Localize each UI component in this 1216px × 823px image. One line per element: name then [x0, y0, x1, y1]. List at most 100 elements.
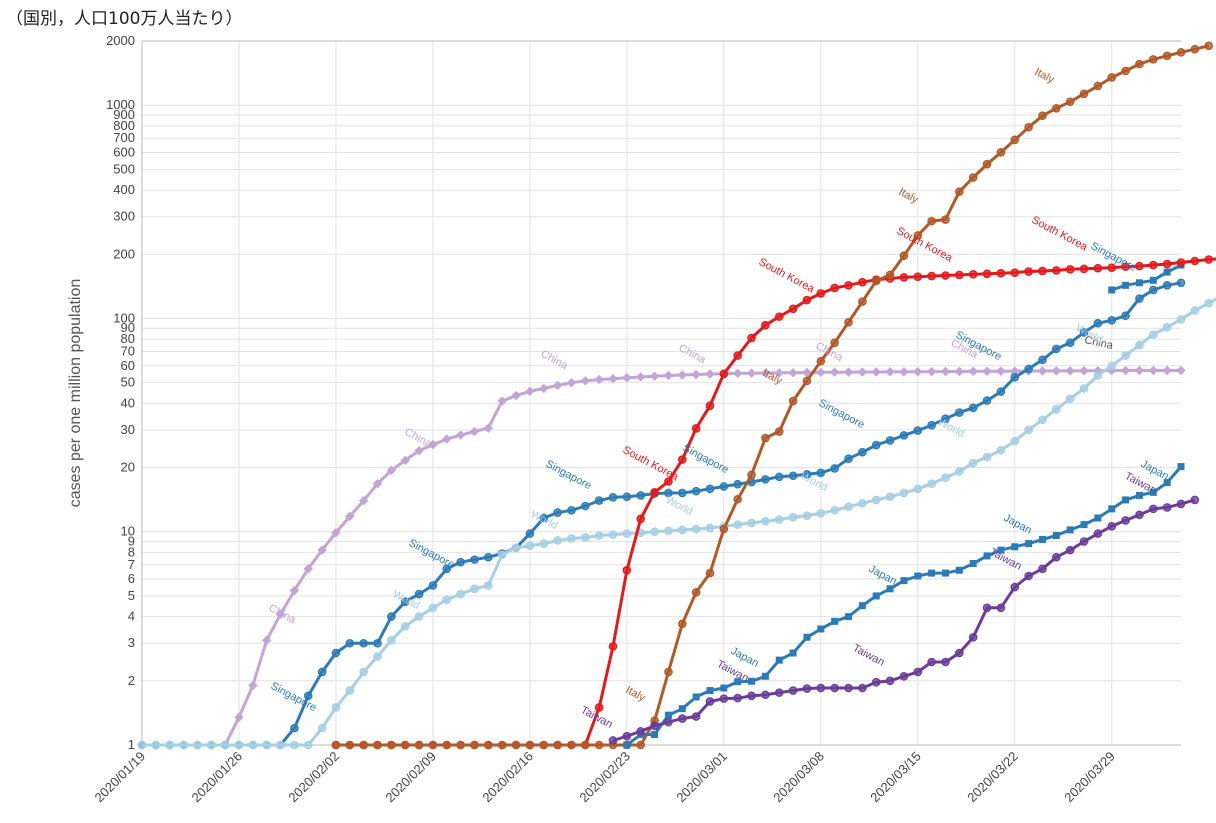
x-tick-label: 2020/02/23	[576, 749, 633, 806]
data-point	[525, 740, 535, 750]
data-point	[954, 366, 965, 377]
data-point	[677, 455, 687, 464]
y-tick-label: 100	[113, 310, 135, 325]
data-point	[372, 478, 383, 489]
data-point	[539, 740, 549, 750]
data-point	[1107, 361, 1117, 371]
data-point	[1176, 258, 1186, 267]
data-point	[761, 433, 770, 443]
data-point	[941, 473, 950, 483]
data-point	[914, 572, 922, 580]
data-point	[567, 740, 576, 750]
data-point	[1079, 365, 1089, 376]
data-point	[982, 366, 992, 377]
data-point	[1135, 340, 1144, 350]
data-point	[968, 366, 978, 377]
data-point	[1176, 278, 1186, 288]
data-point	[996, 387, 1006, 396]
data-point	[414, 740, 424, 750]
data-point	[1038, 535, 1046, 543]
data-point	[858, 447, 867, 457]
data-point	[913, 231, 923, 240]
x-tick-label: 2020/03/29	[1061, 749, 1118, 806]
data-point	[525, 529, 535, 538]
data-point	[1038, 564, 1047, 574]
y-tick-label: 600	[113, 145, 135, 160]
data-point	[705, 369, 715, 379]
data-point	[608, 493, 618, 502]
data-point	[843, 367, 854, 377]
data-point	[871, 276, 881, 286]
data-point	[858, 498, 867, 508]
data-point	[1121, 262, 1130, 271]
data-point	[844, 502, 853, 512]
y-tick-label: 1000	[106, 97, 135, 112]
data-point	[317, 723, 327, 733]
data-point	[345, 686, 355, 695]
data-point	[677, 619, 687, 629]
data-point	[1065, 338, 1075, 347]
data-point	[387, 612, 396, 621]
data-point	[691, 524, 701, 534]
series-line-italy	[335, 44, 1210, 747]
data-point	[1121, 516, 1130, 525]
data-point	[913, 366, 923, 377]
data-point	[899, 671, 909, 681]
series-label: South Korea	[757, 256, 817, 296]
data-point	[636, 372, 646, 382]
data-point	[886, 585, 894, 593]
data-point	[983, 552, 991, 560]
data-point	[455, 430, 466, 440]
data-point	[719, 369, 729, 379]
data-point	[358, 495, 369, 506]
data-point	[497, 550, 507, 560]
data-point	[844, 317, 853, 327]
data-point	[303, 740, 313, 750]
data-point	[913, 426, 923, 435]
x-tick-label: 2020/02/16	[479, 749, 536, 806]
data-point	[968, 403, 978, 413]
data-point	[982, 159, 992, 169]
data-point	[899, 488, 909, 498]
data-point	[997, 546, 1005, 554]
data-point	[789, 649, 797, 657]
data-point	[1024, 425, 1033, 435]
data-point	[456, 557, 465, 567]
series-line-taiwan	[612, 498, 1196, 742]
data-point	[844, 454, 853, 464]
data-point	[955, 566, 963, 574]
data-point	[664, 488, 673, 498]
data-point	[248, 680, 258, 691]
data-point	[1052, 344, 1061, 354]
y-tick-label: 2000	[106, 33, 135, 48]
data-point	[691, 424, 701, 433]
series-label: Singapore	[817, 397, 867, 431]
data-point	[706, 687, 714, 695]
data-point	[1052, 552, 1061, 562]
data-point	[761, 320, 770, 330]
data-point	[428, 603, 438, 613]
data-point	[1204, 41, 1214, 51]
data-point	[1162, 322, 1172, 332]
data-point	[802, 367, 812, 378]
data-point	[996, 445, 1006, 455]
data-point	[566, 377, 577, 388]
data-point	[275, 609, 286, 620]
data-point	[747, 518, 756, 528]
data-point	[748, 677, 756, 685]
data-point	[290, 723, 299, 733]
data-point	[802, 511, 812, 520]
y-tick-label: 80	[121, 331, 135, 346]
data-point	[664, 711, 672, 719]
data-point	[373, 652, 382, 661]
data-point	[636, 514, 646, 524]
data-point	[345, 740, 355, 750]
data-point	[1176, 365, 1186, 376]
series-line-world	[142, 297, 1216, 747]
data-point	[817, 625, 825, 633]
data-point	[1037, 366, 1048, 376]
data-point	[1038, 355, 1047, 365]
data-point	[900, 577, 908, 585]
data-point	[525, 541, 535, 551]
data-point	[719, 694, 729, 703]
